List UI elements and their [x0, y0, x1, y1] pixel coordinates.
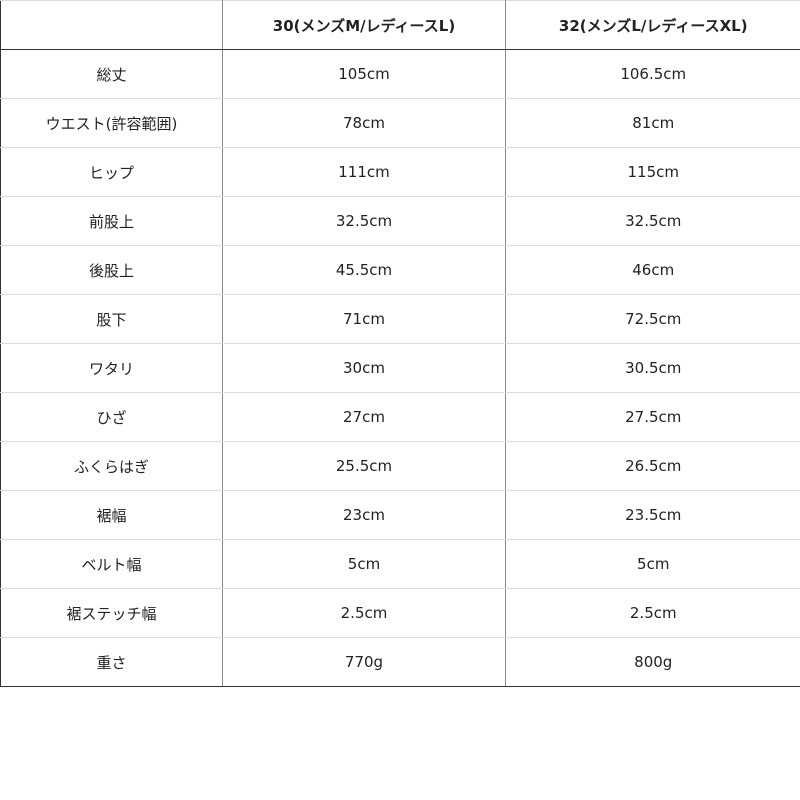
size-32-value: 115cm	[505, 147, 800, 197]
table-row: ワタリ 30cm 30.5cm	[0, 343, 800, 393]
size-table: 30(メンズM/レディースL) 32(メンズL/レディースXL) 総丈 105cm…	[0, 0, 800, 687]
size-32-value: 81cm	[505, 98, 800, 148]
size-32-value: 30.5cm	[505, 343, 800, 393]
header-blank	[0, 0, 223, 50]
size-32-value: 23.5cm	[505, 490, 800, 540]
measurement-label: ヒップ	[0, 147, 223, 197]
table-row: 重さ 770g 800g	[0, 637, 800, 687]
measurement-label: 裾ステッチ幅	[0, 588, 223, 638]
size-30-value: 23cm	[222, 490, 506, 540]
size-30-value: 78cm	[222, 98, 506, 148]
size-32-value: 26.5cm	[505, 441, 800, 491]
size-32-value: 32.5cm	[505, 196, 800, 246]
measurement-label: 前股上	[0, 196, 223, 246]
header-size-32: 32(メンズL/レディースXL)	[505, 0, 800, 50]
size-30-value: 2.5cm	[222, 588, 506, 638]
table-row: 後股上 45.5cm 46cm	[0, 245, 800, 295]
table-row: ひざ 27cm 27.5cm	[0, 392, 800, 442]
size-32-value: 106.5cm	[505, 49, 800, 99]
measurement-label: 裾幅	[0, 490, 223, 540]
measurement-label: ひざ	[0, 392, 223, 442]
table-row: ヒップ 111cm 115cm	[0, 147, 800, 197]
measurement-label: ウエスト(許容範囲)	[0, 98, 223, 148]
measurement-label: 総丈	[0, 49, 223, 99]
size-30-value: 105cm	[222, 49, 506, 99]
measurement-label: ベルト幅	[0, 539, 223, 589]
size-32-value: 72.5cm	[505, 294, 800, 344]
measurement-label: ワタリ	[0, 343, 223, 393]
size-32-value: 800g	[505, 637, 800, 687]
size-32-value: 5cm	[505, 539, 800, 589]
size-32-value: 46cm	[505, 245, 800, 295]
size-30-value: 25.5cm	[222, 441, 506, 491]
measurement-label: 重さ	[0, 637, 223, 687]
size-30-value: 5cm	[222, 539, 506, 589]
size-30-value: 71cm	[222, 294, 506, 344]
table-row: ベルト幅 5cm 5cm	[0, 539, 800, 589]
table-row: 前股上 32.5cm 32.5cm	[0, 196, 800, 246]
size-30-value: 45.5cm	[222, 245, 506, 295]
size-30-value: 27cm	[222, 392, 506, 442]
size-30-value: 111cm	[222, 147, 506, 197]
table-row: ウエスト(許容範囲) 78cm 81cm	[0, 98, 800, 148]
measurement-label: 股下	[0, 294, 223, 344]
header-size-30: 30(メンズM/レディースL)	[222, 0, 506, 50]
size-30-value: 32.5cm	[222, 196, 506, 246]
table-row: 裾ステッチ幅 2.5cm 2.5cm	[0, 588, 800, 638]
table-row: ふくらはぎ 25.5cm 26.5cm	[0, 441, 800, 491]
size-32-value: 27.5cm	[505, 392, 800, 442]
size-30-value: 770g	[222, 637, 506, 687]
table-row: 股下 71cm 72.5cm	[0, 294, 800, 344]
measurement-label: 後股上	[0, 245, 223, 295]
size-32-value: 2.5cm	[505, 588, 800, 638]
table-row: 総丈 105cm 106.5cm	[0, 49, 800, 99]
measurement-label: ふくらはぎ	[0, 441, 223, 491]
size-30-value: 30cm	[222, 343, 506, 393]
table-row: 裾幅 23cm 23.5cm	[0, 490, 800, 540]
header-row: 30(メンズM/レディースL) 32(メンズL/レディースXL)	[0, 0, 800, 50]
